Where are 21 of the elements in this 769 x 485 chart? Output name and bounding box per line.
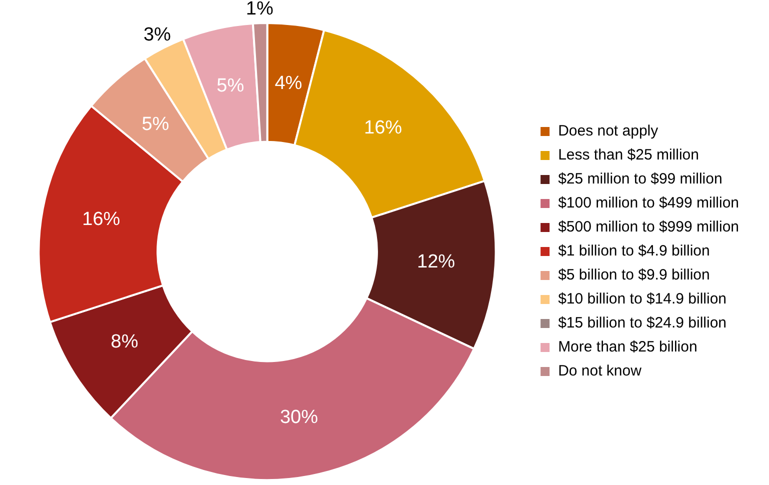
data-label: 8% xyxy=(110,331,138,352)
legend-label: $10 billion to $14.9 billion xyxy=(558,290,727,308)
legend-label: $15 billion to $24.9 billion xyxy=(558,314,727,332)
data-label: 1% xyxy=(246,0,274,20)
data-label: 12% xyxy=(417,251,456,272)
legend-label: $500 million to $999 million xyxy=(558,218,739,236)
legend-label: $5 billion to $9.9 billion xyxy=(558,266,710,284)
data-label: 30% xyxy=(280,406,318,428)
legend-label: $1 billion to $4.9 billion xyxy=(558,242,710,260)
legend-label: More than $25 billion xyxy=(558,338,698,356)
legend-label: $25 million to $99 million xyxy=(558,170,722,188)
data-label: 5% xyxy=(216,76,244,97)
legend-label: Less than $25 million xyxy=(558,146,699,164)
data-label: 16% xyxy=(364,117,402,138)
data-label: 5% xyxy=(142,114,170,135)
legend-label: Do not know xyxy=(558,362,642,380)
legend-label: Does not apply xyxy=(558,122,659,140)
data-label: 16% xyxy=(82,209,120,230)
data-label: 4% xyxy=(274,72,302,94)
data-label: 3% xyxy=(143,24,172,46)
legend-label: $100 million to $499 million xyxy=(558,194,739,212)
